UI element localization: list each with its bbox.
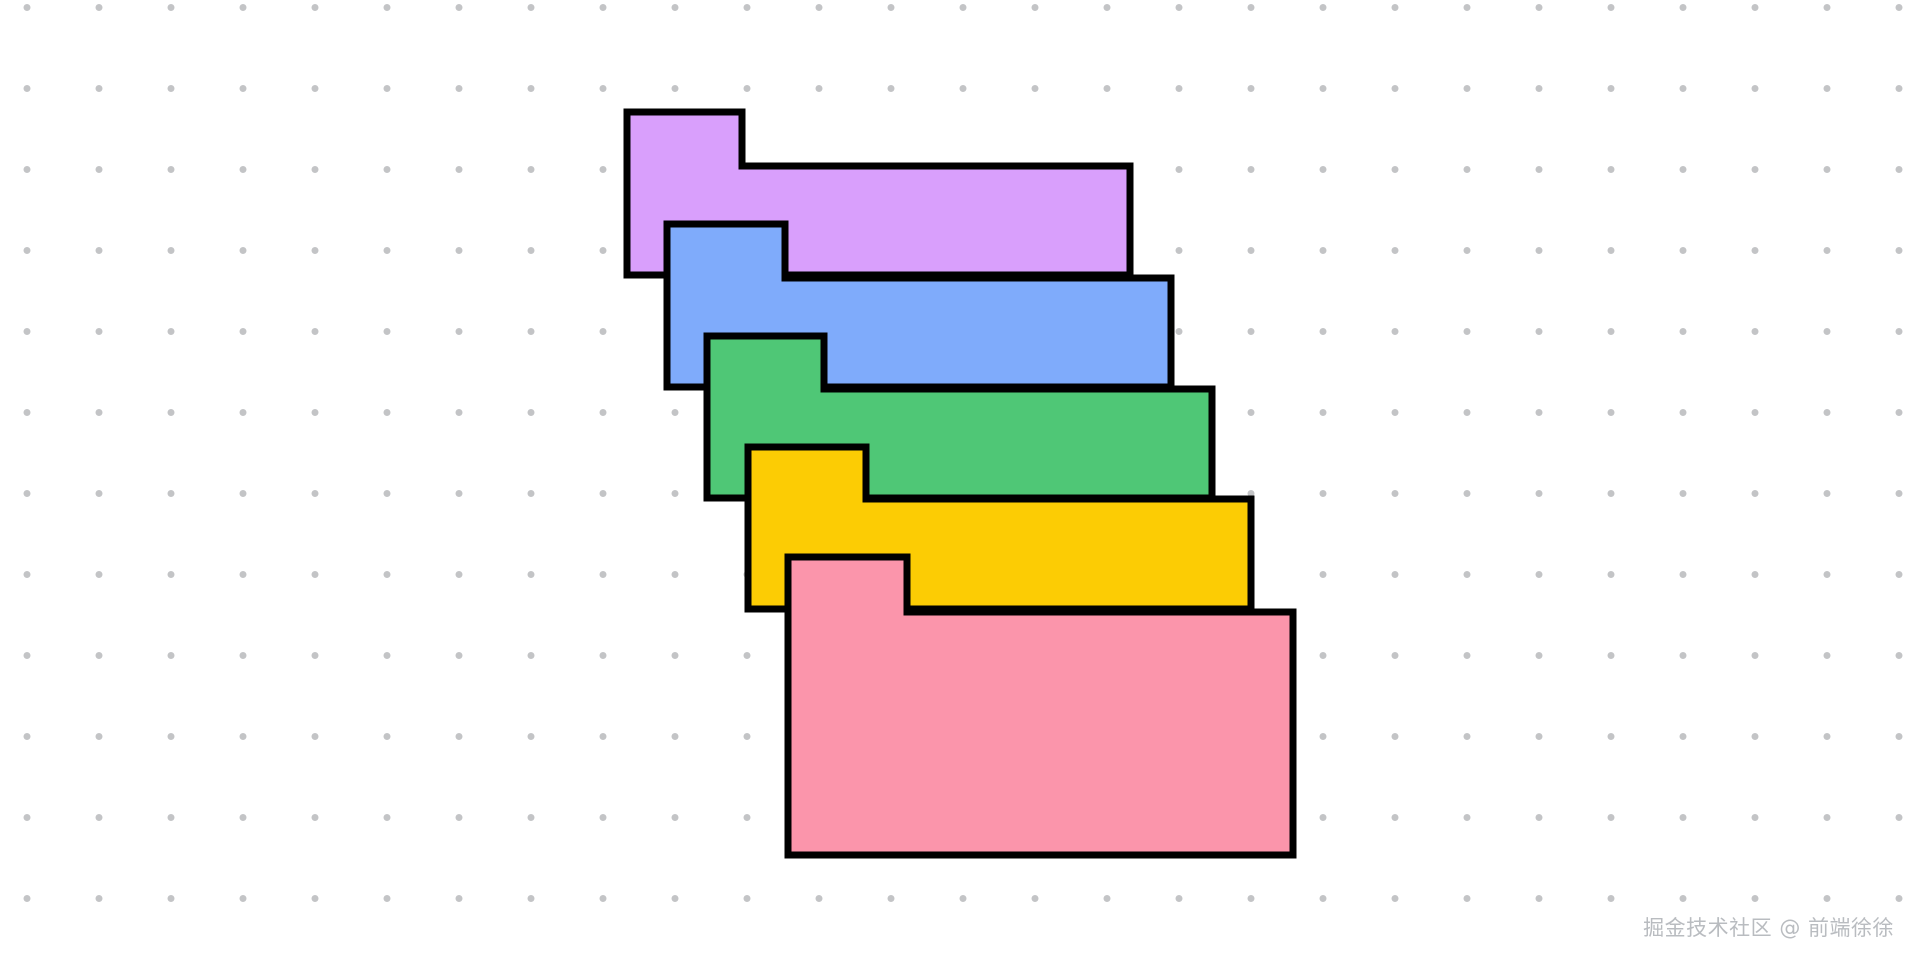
folder-pink[interactable] xyxy=(784,553,1297,859)
watermark-text: 掘金技术社区 @ 前端徐徐 xyxy=(1643,915,1894,940)
folder-shapes-group xyxy=(623,108,1297,859)
